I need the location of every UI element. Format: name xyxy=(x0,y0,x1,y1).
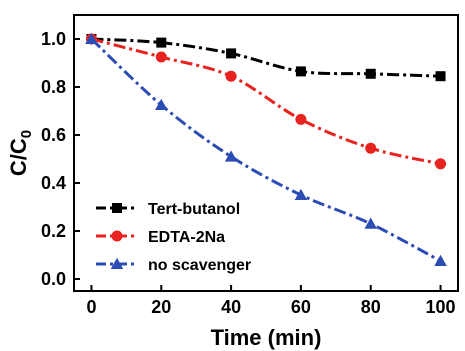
y-axis-title-subscript: 0 xyxy=(18,130,35,138)
series-0 xyxy=(86,34,446,82)
data-point-circle-marker xyxy=(225,70,237,82)
series-2 xyxy=(85,32,447,266)
x-tick-label: 20 xyxy=(151,297,171,317)
y-tick-label: 0.6 xyxy=(41,125,66,145)
data-point-triangle-marker xyxy=(85,32,98,44)
y-tick-label: 0.2 xyxy=(41,221,66,241)
x-tick-label: 60 xyxy=(291,297,311,317)
data-point-circle-marker xyxy=(365,142,377,154)
legend-entry-1: EDTA-2Na xyxy=(96,229,225,246)
data-point-triangle-marker xyxy=(434,254,447,266)
legend: Tert-butanol EDTA-2Na no scavenger xyxy=(96,201,251,274)
data-point-circle-marker xyxy=(295,113,307,125)
data-point-triangle-marker xyxy=(294,188,308,200)
legend-square-marker xyxy=(112,203,122,213)
series-group xyxy=(85,32,447,266)
legend-label: no scavenger xyxy=(148,257,251,274)
x-tick-label: 80 xyxy=(361,297,381,317)
legend-triangle-marker xyxy=(110,257,124,269)
y-tick-label: 1.0 xyxy=(41,29,66,49)
x-tick-label: 100 xyxy=(426,297,456,317)
data-point-triangle-marker xyxy=(155,98,168,110)
x-axis-ticks: 0 20 40 60 80 100 xyxy=(86,285,456,317)
x-tick-label: 0 xyxy=(86,297,96,317)
legend-circle-marker xyxy=(111,230,123,242)
x-tick-label: 40 xyxy=(221,297,241,317)
data-point-square-marker xyxy=(295,66,306,77)
legend-entry-2: no scavenger xyxy=(96,257,251,274)
legend-label: EDTA-2Na xyxy=(148,229,225,246)
y-axis-title: C/C0 xyxy=(6,130,35,176)
data-point-square-marker xyxy=(365,68,376,79)
data-point-square-marker xyxy=(226,48,237,59)
plot-frame xyxy=(73,14,459,292)
series-line xyxy=(90,37,442,263)
legend-entry-0: Tert-butanol xyxy=(96,201,240,218)
data-point-square-marker xyxy=(435,71,446,82)
data-point-square-marker xyxy=(156,37,167,48)
y-axis-title-main: C/C xyxy=(6,138,31,176)
series-1 xyxy=(85,33,447,170)
y-tick-label: 0.8 xyxy=(41,77,66,97)
y-tick-label: 0.0 xyxy=(41,269,66,289)
data-point-triangle-marker xyxy=(364,217,377,229)
x-axis-title: Time (min) xyxy=(211,325,322,350)
data-point-circle-marker xyxy=(155,51,167,63)
series-line xyxy=(91,37,441,78)
legend-label: Tert-butanol xyxy=(148,201,240,218)
data-point-circle-marker xyxy=(435,158,447,170)
data-point-triangle-marker xyxy=(224,150,238,162)
y-tick-label: 0.4 xyxy=(41,173,66,193)
series-line xyxy=(91,37,441,166)
y-axis-ticks: 0.0 0.2 0.4 0.6 0.8 1.0 xyxy=(41,29,80,289)
